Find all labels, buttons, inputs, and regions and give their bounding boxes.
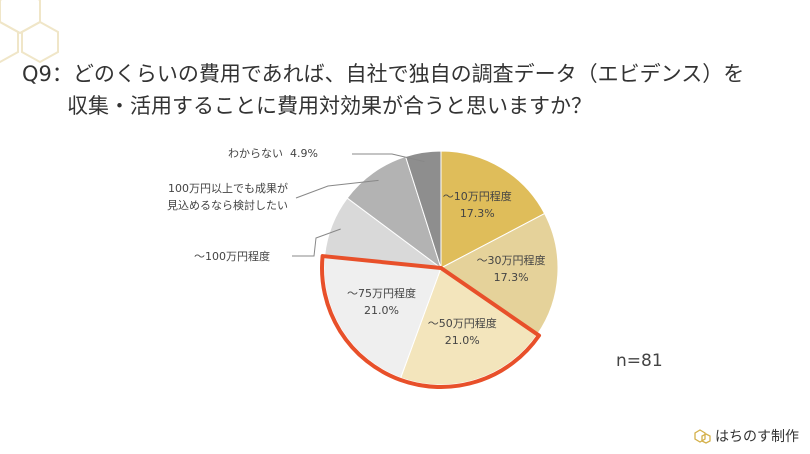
value-label: 4.9%	[290, 147, 318, 160]
pie-slice	[440, 212, 559, 336]
highlight-outline	[320, 254, 541, 389]
category-label: ～75万円程度	[347, 286, 416, 300]
leader-line	[292, 228, 341, 257]
pie-slice	[404, 150, 442, 269]
chart-title: Q9：どのくらいの費用であれば、自社で独自の調査データ（エビデンス）を	[22, 62, 745, 86]
pie-slice	[440, 150, 546, 269]
leader-line	[295, 179, 379, 199]
category-label: わからない	[228, 147, 284, 160]
category-label: 100万円以上でも成果が 見込めるなら検討したい	[167, 182, 288, 212]
category-label: ～10万円程度	[443, 189, 512, 203]
value-label: 21.0%	[445, 334, 480, 347]
footer: はちのす制作	[715, 429, 799, 445]
chart-subtitle: 収集・活用することに費用対効果が合うと思いますか？	[67, 94, 592, 118]
category-label: ～100万円程度	[194, 250, 270, 263]
pie-slice	[400, 267, 539, 386]
annotation: n=81	[616, 351, 663, 371]
category-label: ～30万円程度	[477, 253, 546, 267]
value-label: 17.3%	[494, 271, 529, 284]
logo-hexagons	[0, 0, 59, 64]
outside-label: わからない 4.9%	[228, 145, 318, 162]
leader-line	[352, 153, 425, 163]
category-label: ～50万円程度	[428, 316, 497, 330]
footer-logo	[694, 429, 711, 444]
value-label: 17.3%	[460, 207, 495, 220]
value-label: 21.0%	[364, 304, 399, 317]
